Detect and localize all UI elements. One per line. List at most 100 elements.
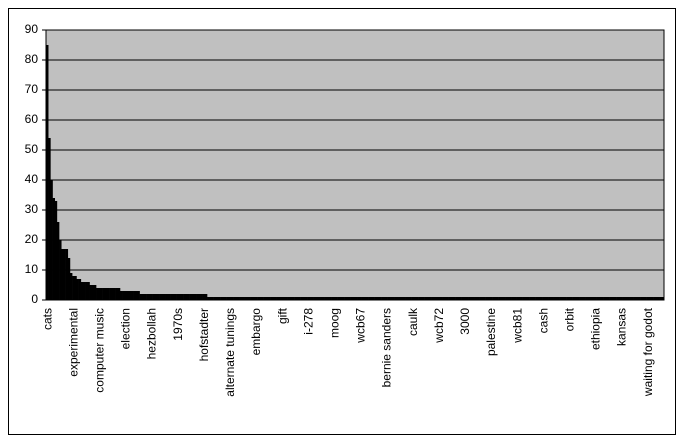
bar [457, 297, 460, 300]
bar [254, 297, 258, 300]
bar [609, 297, 613, 300]
bar [302, 297, 306, 300]
bar [526, 297, 530, 300]
bar [313, 297, 317, 300]
bar [428, 297, 432, 300]
bar [209, 297, 212, 300]
bar [411, 297, 415, 300]
bar [320, 297, 323, 300]
bar [189, 294, 193, 300]
bar [113, 288, 116, 300]
bar [361, 297, 365, 300]
x-tick-label: caulk [406, 307, 420, 336]
bar [387, 297, 391, 300]
bar [418, 297, 421, 300]
bar [130, 291, 134, 300]
y-tick-label: 70 [25, 82, 39, 96]
bar [102, 288, 106, 300]
bar [381, 297, 384, 300]
bar [557, 297, 560, 300]
plot-area [46, 30, 664, 300]
bar [600, 297, 604, 300]
bar [640, 297, 643, 300]
bar [383, 297, 386, 300]
bar [511, 297, 515, 300]
bar [637, 297, 641, 300]
bar [69, 273, 73, 300]
bar [570, 297, 573, 300]
bar [187, 294, 190, 300]
bar [304, 297, 308, 300]
bar [89, 285, 92, 300]
bar [213, 297, 217, 300]
bar [470, 297, 473, 300]
bar [257, 297, 260, 300]
bar [91, 285, 95, 300]
bar [424, 297, 428, 300]
bar [450, 297, 454, 300]
bar [265, 297, 269, 300]
bar [193, 294, 197, 300]
bar [152, 294, 156, 300]
bar [106, 288, 110, 300]
bar [80, 282, 84, 300]
bar [492, 297, 495, 300]
bar [442, 297, 445, 300]
x-tick-label: gift [275, 307, 289, 324]
bar [459, 297, 462, 300]
bar [352, 297, 356, 300]
bar [115, 288, 119, 300]
bar [646, 297, 650, 300]
bar [529, 297, 532, 300]
bar [489, 297, 493, 300]
bar [176, 294, 180, 300]
bar [592, 297, 595, 300]
bar [228, 297, 232, 300]
bar [555, 297, 558, 300]
y-tick-label: 10 [25, 262, 39, 276]
bar [200, 294, 203, 300]
bar [56, 222, 60, 300]
bar [409, 297, 412, 300]
bar [587, 297, 591, 300]
bar [318, 297, 321, 300]
bar [509, 297, 512, 300]
bar [498, 297, 502, 300]
bar [583, 297, 586, 300]
bar [455, 297, 458, 300]
bar [433, 297, 436, 300]
bar [307, 297, 310, 300]
bar [422, 297, 425, 300]
bar [180, 294, 184, 300]
bar [117, 288, 121, 300]
bar [202, 294, 206, 300]
x-tick-label: palestine [484, 308, 498, 356]
bar [631, 297, 634, 300]
bar [126, 291, 129, 300]
bar [629, 297, 632, 300]
bar [61, 249, 64, 300]
bar [111, 288, 114, 300]
bar [385, 297, 388, 300]
bar [67, 258, 71, 300]
bar [437, 297, 441, 300]
bar [368, 297, 371, 300]
bar [311, 297, 314, 300]
bar [259, 297, 262, 300]
bar [74, 276, 77, 300]
bar [576, 297, 580, 300]
bar [54, 201, 58, 300]
x-tick-label: experimental [66, 308, 80, 377]
bar [522, 297, 526, 300]
bar [365, 297, 369, 300]
bar [572, 297, 576, 300]
bar [272, 297, 275, 300]
bar [233, 297, 236, 300]
bar [252, 297, 256, 300]
bar [581, 297, 584, 300]
bar [239, 297, 243, 300]
bar [93, 285, 97, 300]
bar [65, 249, 69, 300]
plot-border [45, 29, 665, 301]
bar [163, 294, 166, 300]
